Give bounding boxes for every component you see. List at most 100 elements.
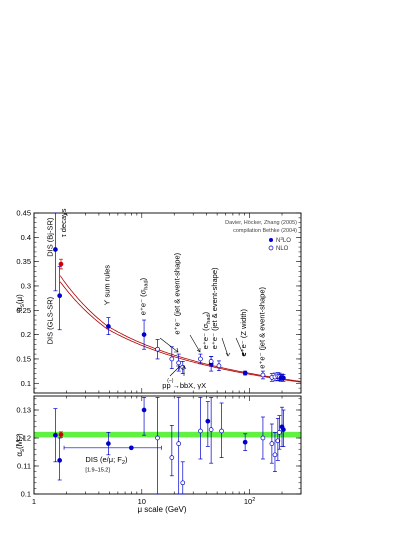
process-label: e⁺e⁻ (jet & event-shape) (258, 286, 267, 368)
arrow-pp-bbx (169, 365, 181, 377)
data-point-open (272, 432, 278, 472)
marker (208, 359, 214, 364)
data-point-filled (58, 258, 64, 270)
process-label: e⁺e⁻ (σhad) (201, 311, 212, 349)
marker (180, 480, 186, 486)
antiproton-mark: (–) (167, 378, 173, 384)
marker (242, 370, 248, 376)
marker (141, 332, 147, 337)
marker (242, 439, 248, 445)
data-point-open (216, 360, 222, 371)
process-label: DIS (GLS-SR) (45, 296, 54, 344)
marker (155, 346, 160, 352)
y-tick-label: 0.4 (21, 233, 31, 242)
data-point-filled (53, 408, 58, 463)
x-tick-label: 102 (244, 497, 255, 506)
process-label: DIS (e/μ; F2) (85, 455, 128, 466)
process-label: e⁺e⁻ (Z width) (239, 308, 248, 356)
marker (198, 428, 203, 434)
marker (58, 261, 64, 267)
data-point-open (260, 370, 266, 380)
data-point-open (198, 353, 203, 365)
marker (275, 438, 281, 444)
arrow-jet-event-shape-3 (235, 337, 245, 357)
x-axis-label: μ scale (GeV) (137, 505, 186, 514)
y-tick-label: 0.1 (21, 490, 31, 499)
top-panel-ticks: 0.1 0.15 0.2 0.25 0.3 0.35 0.4 0.45 (16, 209, 302, 394)
data-point-open (176, 397, 182, 495)
marker (128, 445, 134, 451)
curve-lower (59, 281, 301, 383)
y-tick-label: 0.1 (21, 379, 31, 388)
arrow-jet-event-shape-1 (159, 337, 179, 353)
data-point-open (180, 461, 186, 495)
marker (260, 372, 266, 378)
marker (205, 418, 211, 424)
credit-line-1: Davier, Höcker, Zhang (2005) (225, 220, 297, 226)
arrow-sigma-had-1 (221, 337, 229, 357)
data-point-open (155, 339, 160, 360)
marker (57, 293, 63, 299)
arrow-jet-event-shape-3-head (241, 352, 247, 357)
data-point-open (260, 416, 266, 460)
legend: N3LO NLO (268, 236, 291, 252)
data-point-open (277, 415, 282, 450)
process-label: e⁺e⁻ (jet & event-shape) (210, 267, 219, 349)
data-point-open (176, 353, 182, 372)
marker (281, 427, 286, 432)
marker (176, 360, 182, 366)
process-label: e⁺e⁻ (σhad) (138, 277, 149, 315)
marker (106, 324, 111, 329)
legend-label-nlo: NLO (276, 246, 289, 252)
legend-label-n3lo: N3LO (276, 236, 291, 244)
data-point-filled (141, 319, 147, 350)
data-point-filled (242, 433, 248, 451)
arrow-sigma-had-1-head (225, 352, 231, 357)
arrow-jet-event-shape-2 (189, 334, 201, 353)
data-point-filled (53, 212, 58, 292)
marker (58, 432, 64, 437)
x-tick-label: 1 (32, 497, 36, 506)
marker (216, 363, 222, 369)
y-tick-label: 0.25 (16, 306, 31, 315)
marker (260, 435, 266, 441)
running-coupling-curves (59, 275, 301, 383)
process-label: →bbX, γX (172, 381, 206, 390)
process-label: [1.9–15.2] (85, 468, 110, 474)
arrow-pp-bbx-head (176, 365, 181, 371)
curve-upper (59, 275, 301, 382)
bottom-y-axis-label: αs(MZ) (15, 433, 26, 457)
data-point-open (208, 356, 214, 367)
data-point-filled (58, 431, 64, 438)
data-point-filled (106, 432, 111, 456)
y-tick-label: 0.35 (16, 257, 31, 266)
label-arrows (159, 334, 247, 377)
marker (198, 356, 203, 362)
top-panel-frame (33, 212, 302, 394)
data-point-open (198, 397, 203, 460)
legend-marker-filled (269, 238, 273, 242)
process-label: DIS (Bj-SR) (45, 217, 54, 257)
bottom-panel-process-labels: DIS (e/μ; F2) [1.9–15.2] (85, 455, 128, 474)
data-point-filled (281, 374, 286, 382)
y-tick-label: 0.13 (16, 406, 31, 415)
data-point-filled (281, 409, 286, 447)
marker (281, 375, 286, 381)
data-point-open (219, 402, 224, 458)
process-label: τ decays (59, 208, 68, 237)
process-label: e⁺e⁻ (jet & event-shape) (173, 252, 182, 334)
alpha-mz-world-average-band (34, 431, 301, 438)
bottom-panel-points (53, 397, 286, 495)
process-label: ϒ sum rules (102, 265, 111, 306)
credit-line-2: compilation Bethke (2004) (233, 228, 297, 234)
marker (269, 441, 275, 446)
data-point-open (275, 418, 281, 461)
top-panel-process-labels: DIS (Bj-SR) τ decays DIS (GLS-SR) ϒ sum rul… (45, 208, 266, 390)
data-point-open (169, 346, 175, 370)
data-point-filled (242, 370, 248, 376)
process-label: pp (162, 381, 170, 390)
data-point-filled (205, 401, 211, 447)
y-tick-label: 0.12 (16, 434, 31, 443)
